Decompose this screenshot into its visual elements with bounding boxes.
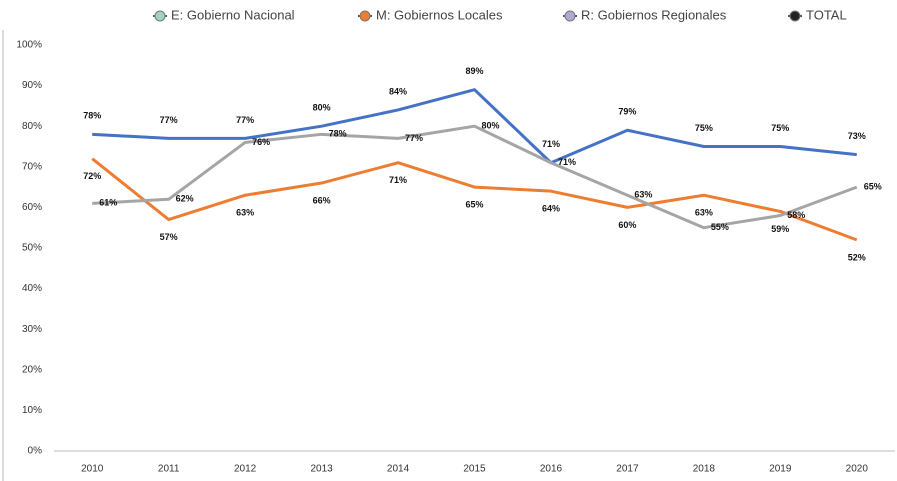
x-tick-label: 2017 [616,464,639,475]
y-tick-label: 30% [22,324,42,335]
data-label: 78% [83,111,101,121]
x-tick-label: 2013 [310,464,333,475]
data-label: 72% [83,171,101,181]
x-tick-label: 2018 [693,464,716,475]
x-tick-label: 2016 [540,464,563,475]
data-label: 60% [618,220,636,230]
legend-marker [564,10,576,22]
data-label: 63% [634,190,652,200]
data-label: 55% [711,222,729,232]
y-tick-label: 10% [22,405,42,416]
data-label: 66% [313,195,331,205]
data-label: 65% [465,199,483,209]
legend-label: E: Gobierno Nacional [171,7,295,22]
data-label: 80% [481,121,499,131]
data-label: 77% [236,115,254,125]
y-tick-label: 20% [22,364,42,375]
x-tick-label: 2020 [846,464,869,475]
data-label: 52% [848,252,866,262]
data-label: 71% [389,175,407,185]
data-label: 78% [329,129,347,139]
data-label: 71% [542,139,560,149]
data-label: 73% [848,131,866,141]
x-tick-label: 2010 [81,464,104,475]
legend-label: R: Gobiernos Regionales [581,7,727,22]
data-label: 80% [313,103,331,113]
data-label: 64% [542,204,560,214]
data-label: 71% [558,157,576,167]
x-tick-label: 2019 [769,464,792,475]
y-tick-label: 90% [22,80,42,91]
data-label: 58% [787,210,805,220]
x-tick-label: 2012 [234,464,257,475]
series-line [92,88,857,165]
data-label: 59% [771,224,789,234]
legend-label: M: Gobiernos Locales [376,7,503,22]
data-label: 75% [695,123,713,133]
data-label: 89% [465,66,483,76]
data-label: 61% [99,198,117,208]
legend-marker [359,10,371,22]
y-tick-label: 0% [28,446,43,457]
data-label: 63% [236,208,254,218]
y-tick-label: 100% [16,40,42,51]
y-tick-label: 50% [22,243,42,254]
data-label: 63% [695,208,713,218]
legend-label: TOTAL [806,7,847,22]
data-label: 84% [389,86,407,96]
data-label: 75% [771,123,789,133]
x-tick-label: 2015 [463,464,486,475]
x-tick-label: 2014 [387,464,410,475]
y-tick-label: 40% [22,283,42,294]
y-tick-label: 80% [22,121,42,132]
data-label: 77% [160,115,178,125]
series-line [91,157,858,242]
data-label: 62% [176,194,194,204]
data-label: 79% [618,107,636,117]
data-label: 57% [160,232,178,242]
series-line [92,124,858,230]
x-tick-label: 2011 [158,464,180,475]
data-label: 76% [252,137,270,147]
data-label: 77% [405,133,423,143]
y-tick-label: 60% [22,202,42,213]
legend-marker [154,10,166,22]
data-label: 65% [864,181,882,191]
legend-marker [789,10,801,22]
y-tick-label: 70% [22,161,42,172]
